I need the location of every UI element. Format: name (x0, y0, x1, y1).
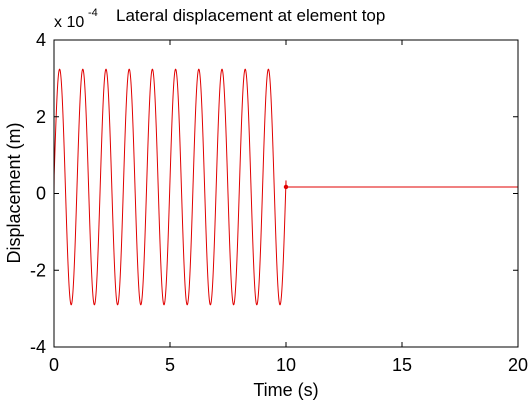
y-axis-multiplier: x 10 (54, 14, 84, 31)
x-tick-label: 0 (49, 355, 59, 375)
y-tick-label: -4 (30, 337, 46, 357)
x-tick-label: 15 (392, 355, 412, 375)
x-tick-label: 5 (165, 355, 175, 375)
x-tick-label: 20 (508, 355, 528, 375)
x-tick-label: 10 (276, 355, 296, 375)
y-tick-label: 0 (36, 184, 46, 204)
y-tick-label: -2 (30, 260, 46, 280)
y-tick-label: 4 (36, 30, 46, 50)
chart-title: Lateral displacement at element top (116, 6, 385, 25)
y-tick-label: 2 (36, 107, 46, 127)
y-axis-label: Displacement (m) (4, 122, 24, 263)
x-axis-label: Time (s) (253, 380, 318, 400)
y-axis-exponent: -4 (88, 7, 98, 19)
transition-marker (284, 185, 288, 189)
